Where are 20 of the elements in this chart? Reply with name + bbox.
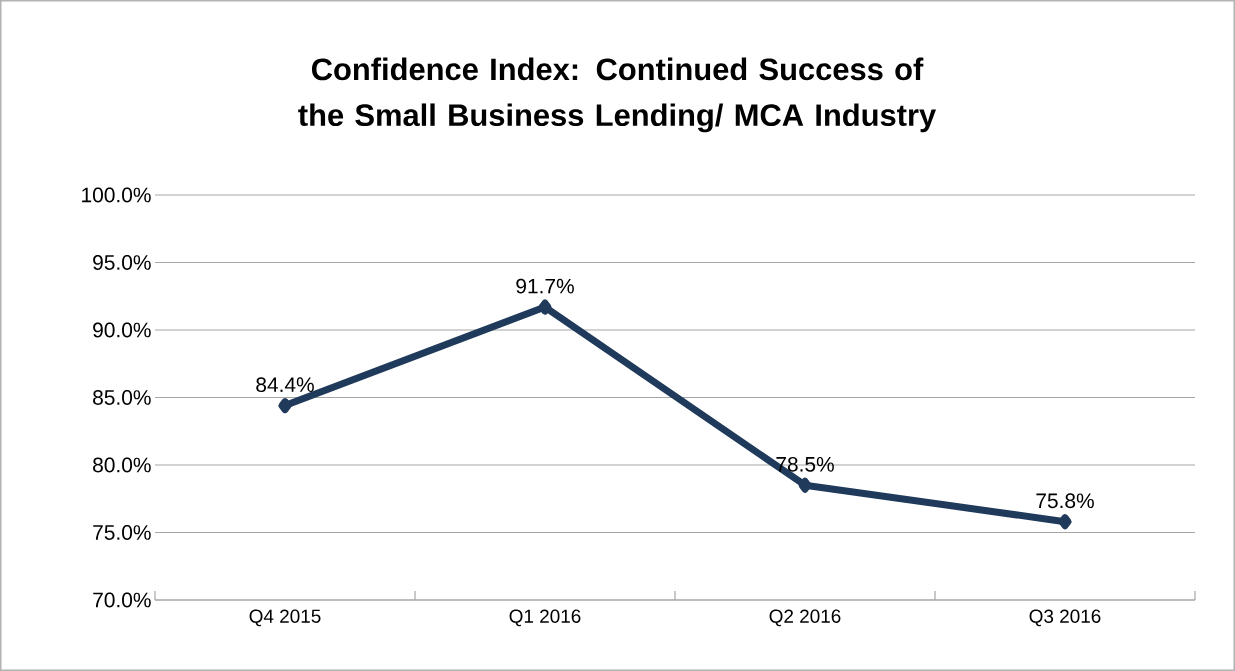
y-tick-label: 100.0% (82, 187, 151, 203)
point (1058, 514, 1072, 530)
point (798, 477, 812, 493)
data-label: 75.8% (1036, 493, 1094, 509)
chart-title: Confidence Index: Continued Success of the Small Business Lending/ MCA Industry (298, 57, 937, 133)
data-label: 91.7% (516, 278, 574, 294)
x-tick-label: Q2 2016 (769, 609, 841, 627)
x-tick-label: Q4 2015 (249, 609, 321, 627)
data-label: 78.5% (776, 456, 834, 472)
y-tick-label: 85.0% (93, 390, 151, 405)
y-tick-label: 70.0% (93, 592, 151, 608)
y-tick-label: 80.0% (93, 457, 151, 473)
y-tick-label: 95.0% (93, 255, 151, 270)
y-tick-label: 75.0% (93, 525, 151, 540)
x-tick-label: Q1 2016 (509, 609, 581, 627)
data-label: 84.4% (256, 377, 314, 393)
x-tick-label: Q3 2016 (1029, 609, 1101, 627)
point (278, 398, 292, 414)
point (538, 299, 552, 315)
y-tick-label: 90.0% (93, 322, 151, 338)
